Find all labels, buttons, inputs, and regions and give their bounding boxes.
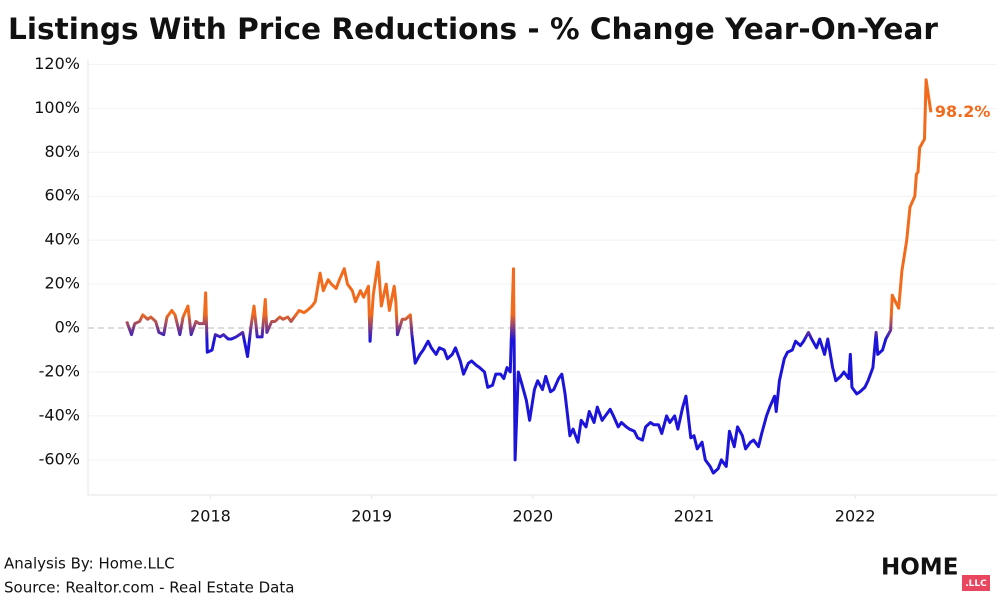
data-line (125, 78, 933, 475)
source-credit: Source: Realtor.com - Real Estate Data (4, 579, 294, 597)
analysis-credit: Analysis By: Home.LLC (4, 555, 175, 573)
x-tick-label: 2019 (351, 507, 392, 526)
x-tick-label: 2018 (190, 507, 231, 526)
x-tick-label: 2021 (674, 507, 715, 526)
chart-title: Listings With Price Reductions - % Chang… (8, 12, 939, 46)
y-tick-label: 20% (44, 274, 80, 293)
y-tick-label: -40% (39, 405, 80, 424)
logo-word: HOME (881, 555, 958, 581)
y-tick-label: 60% (44, 186, 80, 205)
y-tick-label: 0% (55, 318, 80, 337)
x-tick-label: 2022 (835, 507, 876, 526)
y-tick-label: -20% (39, 361, 80, 380)
logo-suffix: .LLC (965, 579, 987, 589)
y-tick-label: 80% (44, 142, 80, 161)
annotation: 98.2% (935, 102, 991, 121)
y-tick-label: 100% (34, 98, 80, 117)
y-tick-label: -60% (39, 449, 80, 468)
y-tick-label: 40% (44, 230, 80, 249)
logo-badge (962, 575, 990, 591)
x-tick-label: 2020 (512, 507, 553, 526)
y-tick-label: 120% (34, 54, 80, 73)
